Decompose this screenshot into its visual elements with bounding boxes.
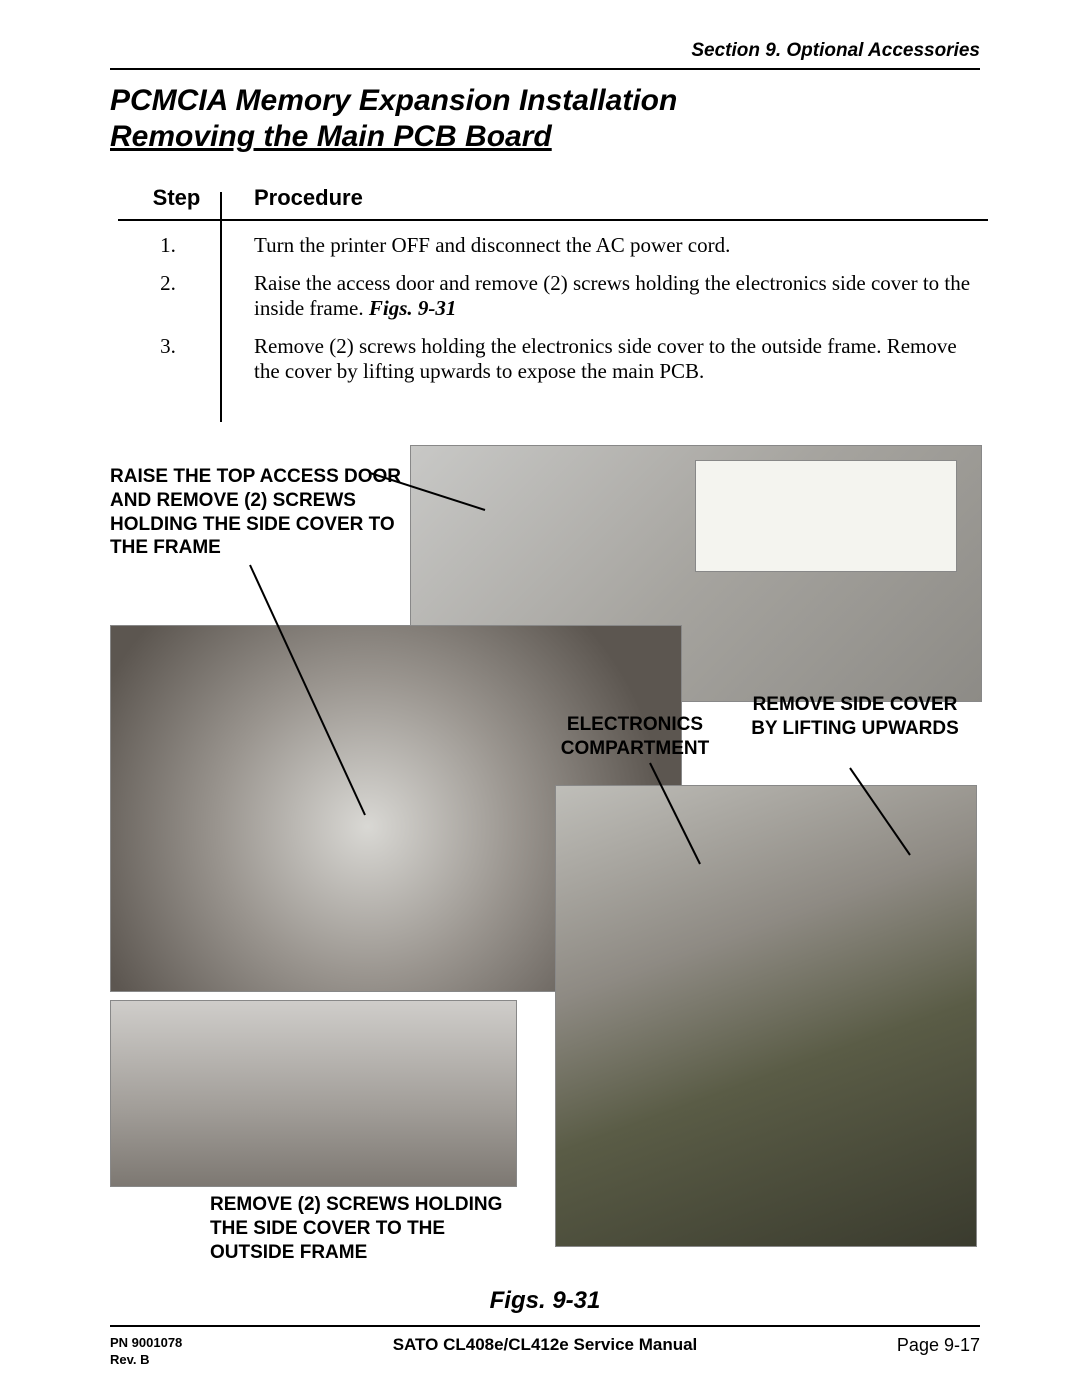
callout-remove-side: REMOVE SIDE COVER BY LIFTING UPWARDS — [750, 693, 960, 741]
col-header-procedure: Procedure — [236, 184, 988, 220]
section-header: Section 9. Optional Accessories — [110, 40, 980, 70]
page: Section 9. Optional Accessories PCMCIA M… — [0, 0, 1080, 1397]
page-footer: PN 9001078 Rev. B SATO CL408e/CL412e Ser… — [110, 1325, 980, 1369]
photo-bottom-right — [555, 785, 977, 1247]
step-number: 3. — [118, 322, 236, 385]
table-row: 2. Raise the access door and remove (2) … — [118, 259, 988, 322]
photo-bottom-left — [110, 1000, 517, 1187]
figure-caption: Figs. 9-31 — [110, 1287, 980, 1315]
table-header-row: Step Procedure — [118, 184, 988, 220]
callout-bottom: REMOVE (2) SCREWS HOLDING THE SIDE COVER… — [210, 1193, 510, 1264]
title-line1: PCMCIA Memory Expansion Installation — [110, 84, 980, 118]
title-line2: Removing the Main PCB Board — [110, 120, 980, 154]
step-text: Turn the printer OFF and disconnect the … — [236, 220, 988, 259]
step-number: 1. — [118, 220, 236, 259]
step-text-span: Raise the access door and remove (2) scr… — [254, 271, 970, 320]
photo-decal — [695, 460, 957, 572]
step-number: 2. — [118, 259, 236, 322]
table-vertical-divider — [220, 192, 222, 422]
step-text: Remove (2) screws holding the electronic… — [236, 322, 988, 385]
figure-area: RAISE THE TOP ACCESS DOOR AND REMOVE (2)… — [110, 445, 980, 1255]
table-row: 1. Turn the printer OFF and disconnect t… — [118, 220, 988, 259]
table-row: 3. Remove (2) screws holding the electro… — [118, 322, 988, 385]
callout-top-left: RAISE THE TOP ACCESS DOOR AND REMOVE (2)… — [110, 465, 410, 560]
col-header-step: Step — [118, 184, 236, 220]
footer-center: SATO CL408e/CL412e Service Manual — [110, 1335, 980, 1355]
fig-reference: Figs. 9-31 — [369, 296, 457, 320]
step-text: Raise the access door and remove (2) scr… — [236, 259, 988, 322]
callout-electronics: ELECTRONICS COMPARTMENT — [550, 713, 720, 761]
procedure-table: Step Procedure 1. Turn the printer OFF a… — [118, 184, 988, 385]
